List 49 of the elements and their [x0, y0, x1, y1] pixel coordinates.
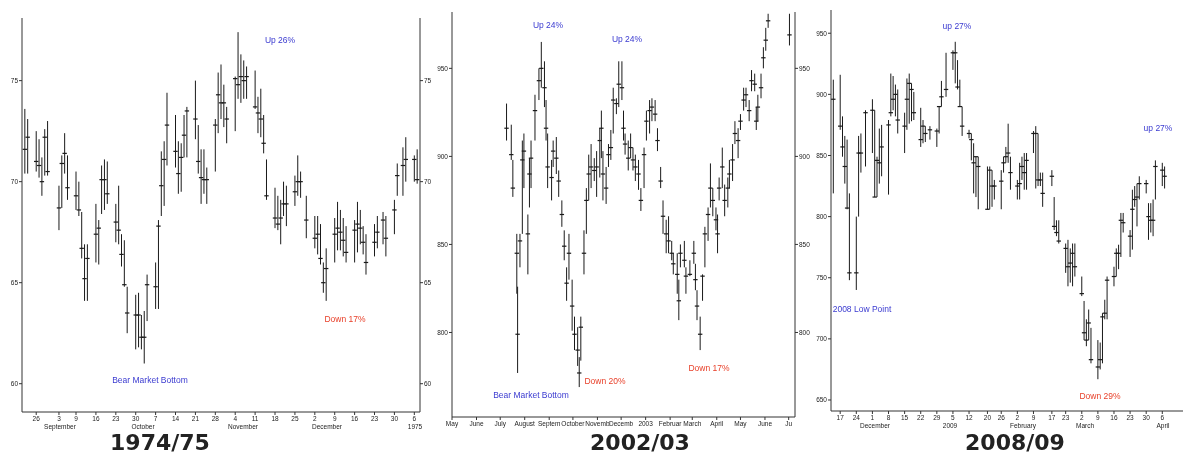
- candlestick: [658, 166, 663, 189]
- candlestick: [193, 80, 198, 140]
- candlestick: [741, 87, 746, 112]
- candlestick: [318, 223, 323, 265]
- candlestick: [787, 13, 792, 46]
- candlestick: [682, 240, 687, 268]
- candlestick: [655, 127, 660, 152]
- candlestick: [854, 216, 859, 291]
- annotation: Down 20%: [584, 375, 626, 386]
- candlestick: [65, 154, 70, 201]
- candlestick: [82, 243, 87, 302]
- candlestick: [116, 185, 121, 245]
- candlestick: [284, 185, 289, 227]
- candlestick: [62, 132, 67, 175]
- candlestick: [122, 239, 127, 288]
- annotation: 2008 Low Point: [832, 303, 892, 314]
- annotation: Up 24%: [532, 19, 564, 30]
- candlestick: [261, 114, 266, 154]
- candlestick: [304, 195, 309, 239]
- x-axis-title: 2008/09: [965, 430, 1065, 455]
- x-axis-title: 2002/03: [590, 430, 690, 455]
- candlestick: [176, 140, 181, 195]
- candlestick: [886, 119, 891, 196]
- annotation: Bear Market Bottom: [493, 389, 569, 400]
- annotation: Up 26%: [264, 34, 296, 45]
- candlestick: [136, 292, 141, 348]
- annotation: Down 17%: [324, 313, 366, 324]
- annotation: Bear Market Bottom: [112, 374, 188, 385]
- candlestick: [1153, 159, 1158, 200]
- candlestick: [510, 159, 516, 198]
- candlestick: [184, 106, 190, 158]
- annotation: up 27%: [1143, 122, 1173, 133]
- candlestick: [504, 103, 509, 142]
- annotation: Down 17%: [688, 362, 730, 373]
- candlestick: [264, 158, 269, 201]
- candlestick: [156, 219, 161, 310]
- candlestick: [700, 273, 705, 302]
- candlestick: [693, 263, 698, 291]
- annotation: Down 29%: [1079, 390, 1121, 401]
- candlestick: [278, 199, 283, 245]
- candlestick: [298, 171, 303, 199]
- candlestick: [856, 135, 861, 218]
- annotation: up 27%: [942, 20, 972, 31]
- annotation: Up 24%: [611, 33, 643, 44]
- candlestick: [102, 158, 107, 211]
- candlestick: [392, 199, 397, 235]
- candlestick: [45, 120, 50, 177]
- x-axis-title: 1974/75: [110, 430, 210, 455]
- candlestick: [863, 109, 868, 167]
